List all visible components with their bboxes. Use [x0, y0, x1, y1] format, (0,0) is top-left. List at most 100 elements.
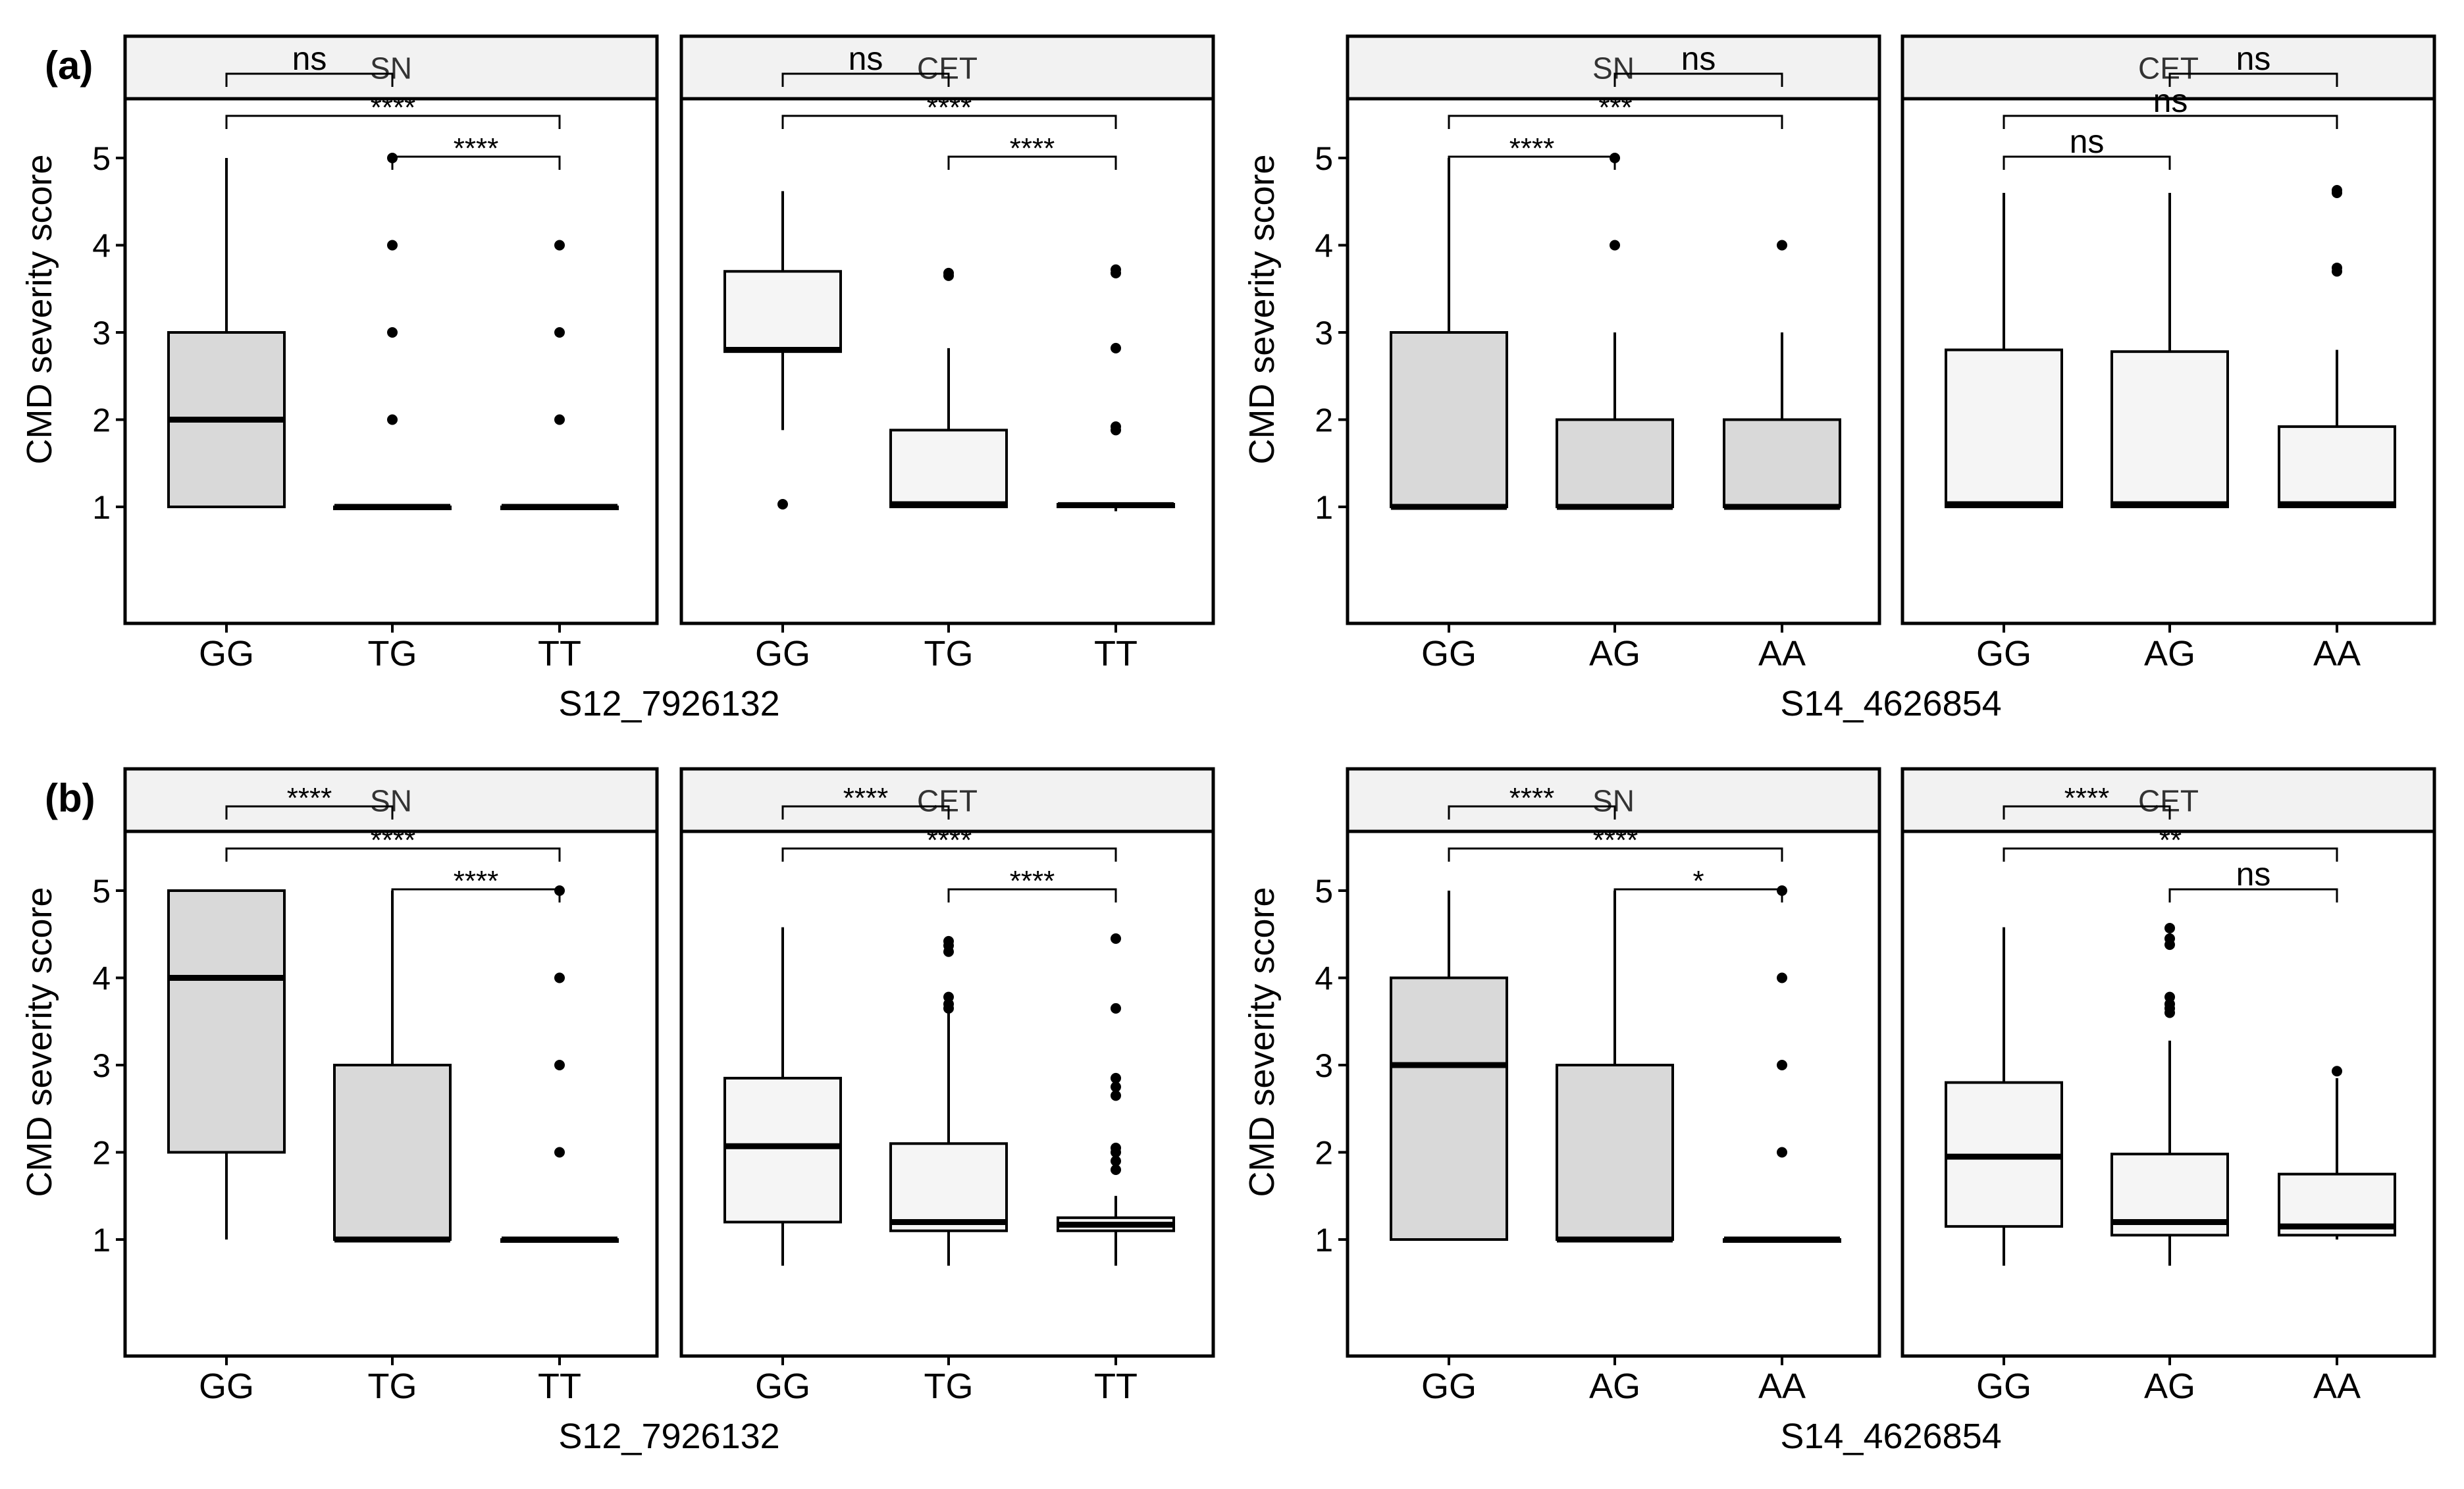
- box-gg: [1945, 193, 2063, 508]
- box-gg: [1390, 891, 1508, 1241]
- significance-bracket: ****: [391, 132, 561, 170]
- x-tick-label: TG: [924, 1367, 974, 1406]
- significance-label: ***: [1598, 91, 1632, 124]
- x-tick-label: GG: [755, 634, 810, 673]
- outlier-point: [1111, 342, 1121, 353]
- x-tick-label: AA: [2313, 634, 2361, 673]
- significance-bracket: ****: [781, 824, 1117, 862]
- box-tg: [889, 935, 1008, 1266]
- y-tick-label: 2: [92, 1135, 111, 1172]
- plot-panel: [679, 97, 1215, 625]
- box-ag: [1556, 153, 1674, 510]
- significance-bracket: ns: [2168, 40, 2338, 87]
- significance-bracket: ns: [781, 40, 950, 87]
- bracket-line: [781, 847, 1117, 862]
- box-gg: [167, 889, 286, 1240]
- significance-bracket: ****: [225, 91, 561, 129]
- x-tick-label: AA: [1758, 634, 1806, 673]
- facet-strip: [123, 767, 659, 833]
- significance-label: ****: [371, 91, 416, 124]
- y-tick-label: 1: [92, 1222, 111, 1259]
- outlier-point: [387, 240, 398, 251]
- x-tick-label: AA: [2313, 1367, 2361, 1406]
- y-tick-label: 3: [92, 1047, 111, 1084]
- bracket-line: [947, 888, 1117, 902]
- significance-label: ****: [927, 91, 972, 124]
- significance-label: ****: [1010, 132, 1055, 165]
- outlier-point: [2332, 1066, 2342, 1077]
- significance-label: ****: [1509, 132, 1555, 165]
- x-tick-label: GG: [1421, 634, 1477, 673]
- x-tick-label: TT: [1094, 1367, 1138, 1406]
- x-tick-label: GG: [199, 634, 254, 673]
- x-tick-label: GG: [199, 1367, 254, 1406]
- box-body: [723, 270, 842, 353]
- bracket-line: [947, 155, 1117, 170]
- box-gg: [1390, 158, 1508, 510]
- y-axis-label: CMD severity score: [1242, 887, 1282, 1197]
- x-axis-label: S14_4626854: [1780, 684, 2001, 723]
- y-tick-label: 5: [1315, 140, 1333, 177]
- significance-bracket: ****: [947, 132, 1117, 170]
- outlier-point: [943, 991, 954, 1003]
- bracket-line: [1448, 805, 1616, 820]
- significance-label: ****: [927, 824, 972, 856]
- significance-label: ns: [2236, 40, 2271, 77]
- significance-label: ****: [287, 782, 332, 814]
- outlier-point: [1111, 1003, 1121, 1014]
- box-body: [889, 1142, 1008, 1232]
- significance-bracket: ****: [1448, 782, 1616, 820]
- outlier-point: [1111, 1072, 1121, 1084]
- box-gg: [723, 191, 842, 510]
- significance-bracket: ns: [1613, 40, 1783, 87]
- facet-strip-label: CET: [2138, 51, 2199, 86]
- bracket-line: [225, 115, 561, 129]
- x-tick-label: TG: [924, 634, 974, 673]
- significance-label: ns: [2153, 82, 2188, 119]
- y-tick-label: 1: [1315, 1222, 1333, 1259]
- outlier-point: [943, 935, 954, 947]
- outlier-point: [554, 240, 565, 251]
- box-tg: [333, 891, 452, 1243]
- outlier-point: [554, 972, 565, 983]
- significance-bracket: ****: [391, 865, 561, 902]
- box-body: [333, 1064, 452, 1241]
- outlier-point: [2164, 933, 2175, 944]
- y-tick-label: 2: [1315, 402, 1333, 439]
- significance-label: ns: [1681, 40, 1716, 77]
- outlier-point: [554, 414, 565, 425]
- significance-bracket: ****: [1448, 824, 1783, 862]
- box-body: [889, 429, 1008, 509]
- bracket-line: [1448, 155, 1616, 170]
- outlier-point: [1111, 1155, 1121, 1166]
- significance-label: **: [2159, 824, 2182, 856]
- significance-bracket: ****: [225, 782, 394, 820]
- x-tick-label: TT: [538, 1367, 581, 1406]
- box-body: [2110, 350, 2229, 509]
- box-body: [2278, 425, 2396, 508]
- box-body: [1723, 418, 1841, 508]
- significance-label: ns: [2070, 123, 2105, 160]
- facet-strip-label: CET: [2138, 784, 2199, 818]
- significance-bracket: ****: [781, 782, 950, 820]
- box-gg: [167, 158, 286, 508]
- outlier-point: [1777, 1147, 1787, 1158]
- facet-strip-label: CET: [917, 784, 978, 818]
- facet-strip: [1346, 34, 1881, 101]
- bracket-line: [2003, 805, 2171, 820]
- facet-strip-label: CET: [917, 51, 978, 86]
- y-tick-label: 1: [1315, 489, 1333, 526]
- x-tick-label: TG: [368, 1367, 417, 1406]
- box-aa: [2278, 185, 2396, 508]
- outlier-point: [1111, 264, 1121, 275]
- box-aa: [1723, 885, 1841, 1243]
- y-tick-label: 5: [92, 140, 111, 177]
- significance-label: ****: [371, 824, 416, 856]
- facet-strip: [679, 767, 1215, 833]
- significance-bracket: ns: [225, 40, 394, 87]
- bracket-line: [225, 847, 561, 862]
- y-tick-label: 3: [1315, 1047, 1333, 1084]
- y-tick-label: 3: [92, 315, 111, 352]
- box-tt: [1057, 264, 1175, 511]
- box-tg: [889, 267, 1008, 509]
